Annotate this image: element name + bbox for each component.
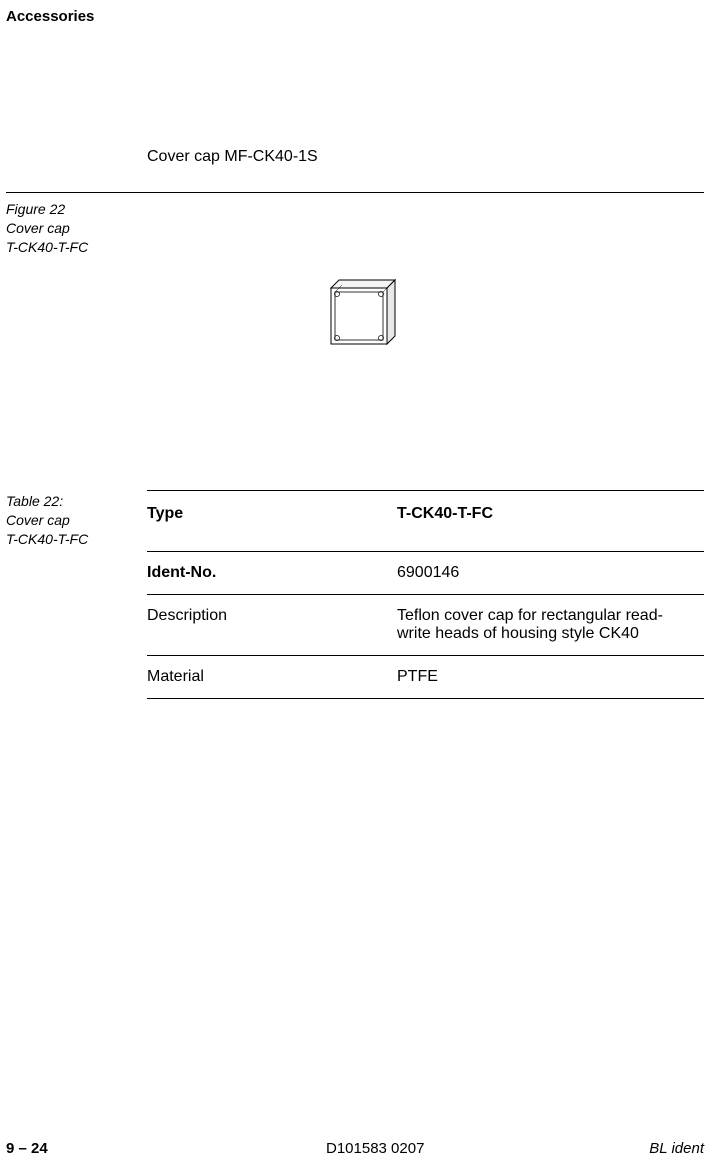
page: Accessories Cover cap MF-CK40-1S Figure … bbox=[0, 0, 710, 1150]
table-row: Ident-No. 6900146 bbox=[147, 552, 704, 595]
description-label: Description bbox=[147, 595, 397, 656]
footer-page-number: 9 – 24 bbox=[6, 1140, 48, 1157]
cover-cap-diagram bbox=[323, 278, 401, 357]
figure-caption: Figure 22 Cover cap T-CK40-T-FC bbox=[6, 200, 88, 257]
ident-label: Ident-No. bbox=[147, 552, 397, 595]
table-row: Type T-CK40-T-FC bbox=[147, 491, 704, 552]
table-caption-line: Cover cap bbox=[6, 511, 88, 530]
table-caption-line: T-CK40-T-FC bbox=[6, 530, 88, 549]
footer-brand: BL ident bbox=[649, 1140, 704, 1157]
figure-caption-line: T-CK40-T-FC bbox=[6, 238, 88, 257]
table-caption-line: Table 22: bbox=[6, 492, 88, 511]
table-row: Material PTFE bbox=[147, 656, 704, 699]
table-caption: Table 22: Cover cap T-CK40-T-FC bbox=[6, 492, 88, 549]
description-value: Teflon cover cap for rectangular read-wr… bbox=[397, 595, 704, 656]
section-subtitle: Cover cap MF-CK40-1S bbox=[147, 148, 318, 166]
material-value: PTFE bbox=[397, 656, 704, 699]
figure-caption-line: Figure 22 bbox=[6, 200, 88, 219]
type-label: Type bbox=[147, 491, 397, 552]
figure-caption-line: Cover cap bbox=[6, 219, 88, 238]
header-title: Accessories bbox=[6, 8, 94, 25]
material-label: Material bbox=[147, 656, 397, 699]
footer-doc-id: D101583 0207 bbox=[326, 1140, 424, 1157]
page-header: Accessories bbox=[6, 8, 94, 25]
horizontal-rule bbox=[6, 192, 704, 193]
ident-value: 6900146 bbox=[397, 552, 704, 595]
spec-table: Type T-CK40-T-FC Ident-No. 6900146 Descr… bbox=[147, 490, 704, 699]
type-value: T-CK40-T-FC bbox=[397, 491, 704, 552]
cover-cap-icon bbox=[323, 278, 401, 352]
figure-rule-top bbox=[6, 192, 704, 193]
table-row: Description Teflon cover cap for rectang… bbox=[147, 595, 704, 656]
